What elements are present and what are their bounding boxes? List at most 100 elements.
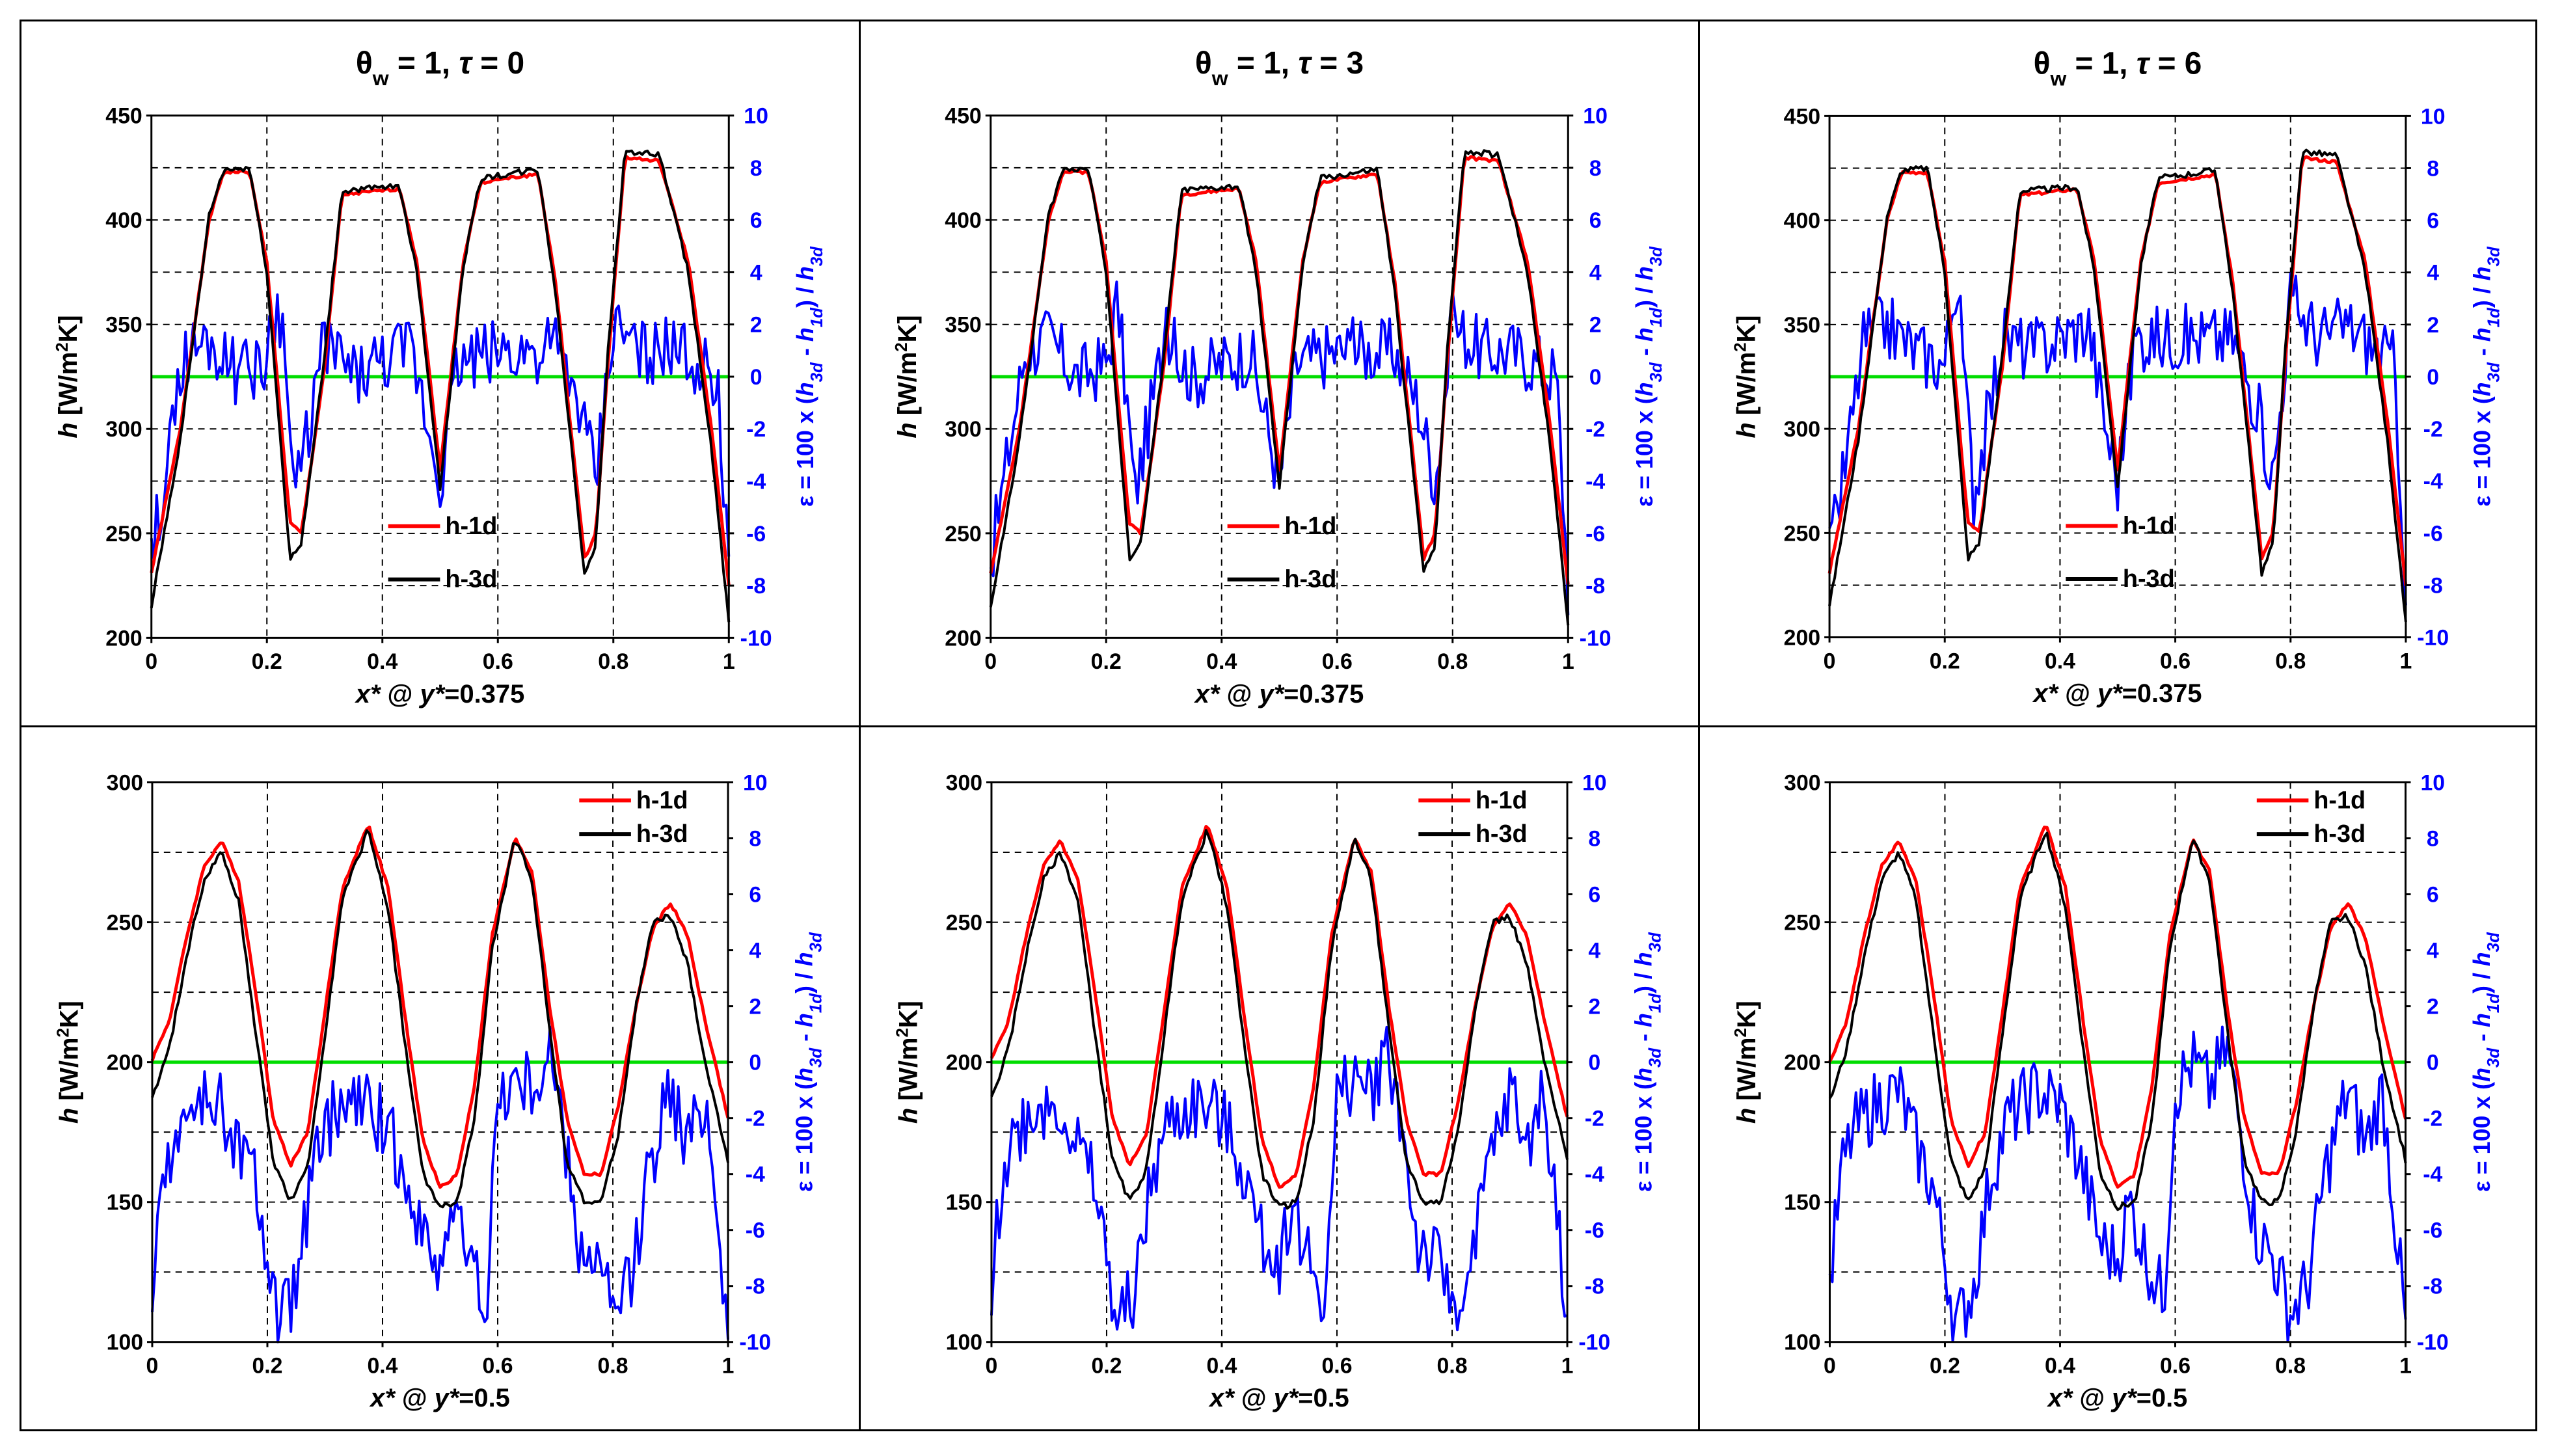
x-tick-label: 1: [722, 1353, 735, 1378]
y2-tick-label: -8: [746, 1274, 765, 1299]
title-sub: w: [2049, 67, 2066, 90]
h3d-series-line: [990, 829, 1569, 1210]
x-tick-label: 0: [146, 1353, 159, 1378]
x-tick-label: 0.4: [2045, 649, 2075, 673]
epsilon-series-line: [1828, 1025, 2407, 1343]
y2-tick-label: -10: [1578, 1330, 1610, 1355]
y-tick-label: 300: [1784, 417, 1820, 442]
y-tick-label: 300: [1784, 770, 1820, 795]
y2-prefix: ε = 100 x (: [792, 396, 818, 507]
x-tick-label: 0.8: [2275, 1353, 2306, 1378]
h3d-series-line: [1828, 148, 2407, 623]
y-tick-label: 400: [105, 208, 142, 233]
title-theta: θ: [1195, 46, 1212, 81]
y2-var: h: [792, 327, 818, 342]
y-axis-var: h: [1733, 422, 1761, 438]
x-axis-eq: =0.5: [459, 1384, 510, 1412]
legend-h1d-label: h-1d: [2123, 512, 2175, 539]
y2-tick-label: 4: [1588, 939, 1600, 964]
y-tick-label: 400: [945, 208, 982, 233]
y2-sub: 3d: [2485, 932, 2503, 952]
x-axis-eq: =0.375: [2122, 679, 2202, 708]
y2-tick-label: -4: [2423, 469, 2443, 494]
y-tick-label: 150: [1784, 1191, 1820, 1215]
y2-close: ) /: [791, 966, 817, 993]
x-tick-label: 0.8: [598, 1353, 628, 1378]
y2-tick-label: -2: [2423, 1107, 2442, 1131]
y-axis-sup: 2: [53, 342, 72, 351]
x-axis-title: x* @ y*=0.5: [369, 1384, 510, 1412]
x-axis-title: x* @ y*=0.375: [355, 680, 525, 708]
y-tick-label: 400: [1784, 209, 1820, 234]
y2-tick-label: 8: [1588, 826, 1600, 851]
y2-axis-title: ε = 100 x (h3d - h1d) / h3d: [1630, 932, 1664, 1192]
x-axis-title: x* @ y*=0.5: [1208, 1384, 1349, 1412]
y-axis-unit: [W/m: [893, 352, 922, 423]
y2-axis-title: ε = 100 x (h3d - h1d) / h3d: [791, 932, 825, 1192]
epsilon-series-line: [150, 293, 731, 564]
y2-tick-label: -6: [2423, 521, 2443, 546]
y-axis-sup: 2: [893, 342, 911, 351]
y2-var: h: [1632, 266, 1658, 280]
y2-sub: 1d: [807, 993, 825, 1013]
y-axis-sup: 2: [1732, 342, 1750, 351]
y2-close: ) /: [2469, 280, 2495, 308]
y-axis-sup: 2: [1732, 1028, 1750, 1037]
panel-title: θw = 1, τ = 3: [1195, 46, 1364, 90]
y2-tick-label: 2: [749, 995, 761, 1019]
panel-bottom-left: 100 150 200 250 300 -10 -8 -6 -4 -2 0 2 4 6 8 10 0 0.2 0.4…: [20, 725, 861, 1431]
y2-prefix: ε = 100 x (: [2469, 396, 2495, 506]
y2-tick-label: 10: [1582, 770, 1607, 795]
y2-tick-label: 8: [2427, 156, 2439, 181]
y-tick-label: 350: [1784, 313, 1820, 338]
x-tick-label: 0: [1824, 1353, 1836, 1378]
y-axis-var: h: [1733, 1108, 1761, 1124]
title-sub: w: [372, 66, 389, 90]
y2-var: h: [2469, 267, 2495, 281]
y2-tick-label: -4: [1585, 470, 1605, 494]
x-axis-eq: =0.5: [1298, 1384, 1349, 1412]
y2-tick-label: 6: [1588, 883, 1600, 908]
y2-tick-label: -10: [2417, 626, 2449, 651]
x-axis-at: @: [2058, 679, 2097, 708]
x-tick-label: 0.6: [2160, 649, 2191, 673]
y2-var: h: [791, 1013, 817, 1027]
y2-tick-label: 10: [1583, 104, 1608, 129]
y2-tick-label: -2: [746, 1107, 765, 1131]
y2-sub: 3d: [1646, 932, 1664, 952]
y2-tick-label: 6: [2427, 883, 2439, 908]
y2-tick-label: -8: [2423, 573, 2443, 598]
y2-prefix: ε = 100 x (: [2469, 1082, 2495, 1192]
y2-tick-label: -6: [2423, 1219, 2442, 1243]
y-tick-label: 100: [946, 1330, 982, 1355]
y2-sub: 3d: [2485, 362, 2503, 382]
epsilon-series-line: [989, 280, 1570, 615]
title-rest: = 1,: [389, 46, 459, 81]
panel-title: θw = 1, τ = 0: [356, 46, 524, 90]
y-axis-unit: [W/m: [55, 1038, 84, 1108]
y2-prefix: ε = 100 x (: [791, 1082, 817, 1192]
y-tick-label: 250: [1784, 911, 1820, 936]
x-tick-label: 1: [1561, 1353, 1574, 1378]
y-tick-label: 150: [107, 1191, 143, 1215]
y-axis-unit-close: K]: [1733, 1001, 1761, 1028]
y2-axis-title: ε = 100 x (h3d - h1d) / h3d: [1632, 246, 1665, 507]
y2-tick-label: -10: [739, 1330, 771, 1355]
y2-tick-label: 2: [1588, 995, 1600, 1019]
title-rest: = 1,: [1228, 46, 1299, 81]
y2-tick-label: 2: [1589, 313, 1602, 338]
x-tick-label: 0.2: [252, 649, 282, 674]
x-axis-var: x*: [2032, 679, 2059, 708]
x-axis-eq: =0.5: [2137, 1384, 2188, 1412]
h1d-series-line: [989, 155, 1570, 585]
y2-sub: 3d: [808, 246, 826, 266]
x-axis-var2: y*: [418, 680, 446, 708]
y-tick-label: 450: [1784, 104, 1820, 129]
y2-mid: -: [2469, 1027, 2495, 1048]
y2-tick-label: 4: [750, 260, 762, 285]
y-tick-label: 450: [945, 104, 982, 129]
y2-tick-label: 2: [750, 313, 762, 338]
x-tick-label: 0.8: [1437, 1353, 1468, 1378]
